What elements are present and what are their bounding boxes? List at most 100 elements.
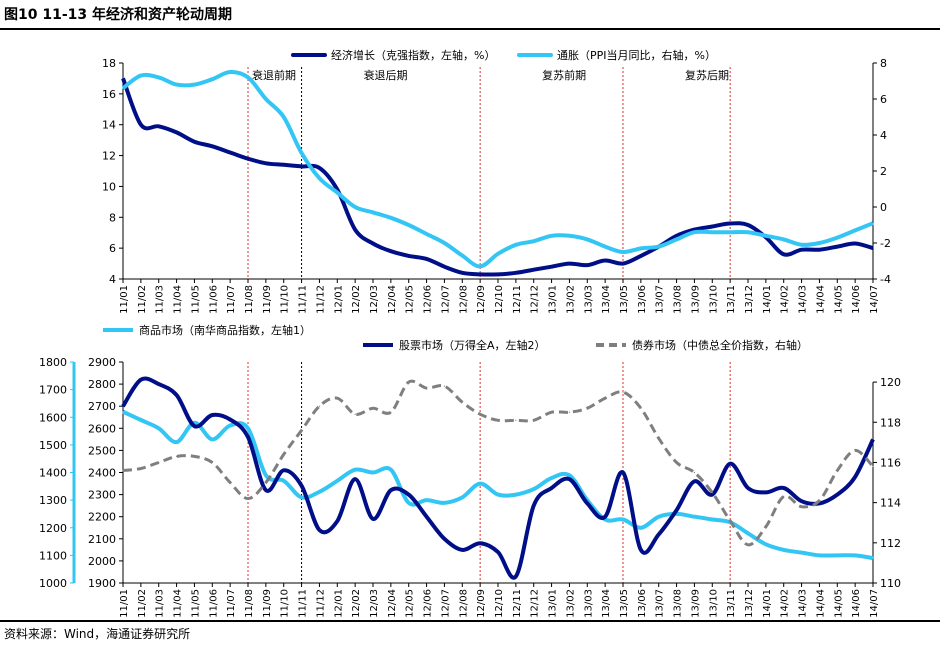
data-point [675, 235, 678, 237]
data-point [247, 427, 249, 429]
data-point [747, 544, 749, 546]
data-point [211, 414, 213, 416]
data-point [586, 264, 588, 266]
data-point [336, 480, 338, 482]
data-point [372, 242, 374, 245]
data-point [300, 496, 303, 498]
data-point [283, 469, 285, 471]
x-tick-label: 11/09 [262, 285, 273, 314]
data-point [122, 469, 124, 472]
data-point [408, 255, 410, 257]
data-point [193, 84, 196, 86]
data-point [158, 461, 160, 464]
right-axis-tick-label: 2 [880, 165, 887, 178]
legend: 商品市场（南华商品指数，左轴1） 股票市场（万得全A，左轴2） 债券市场（中债总全价… [103, 323, 808, 352]
data-point [658, 246, 660, 248]
data-point [497, 419, 499, 421]
data-point [247, 158, 249, 160]
x-tick-label: 13/12 [744, 589, 755, 618]
data-point [550, 411, 553, 413]
x-tick-label: 11/02 [137, 285, 148, 314]
data-point [640, 247, 642, 249]
data-point [854, 229, 856, 231]
x-tick-label: 12/09 [476, 285, 487, 314]
x-tick-label: 14/04 [815, 285, 826, 314]
data-point [229, 71, 231, 73]
x-tick-label: 13/03 [583, 285, 594, 314]
data-point [515, 575, 517, 577]
data-point [425, 233, 428, 235]
right-axis-tick-label: 4 [880, 129, 887, 142]
legend-label: 经济增长（克强指数，左轴，%） [331, 48, 495, 62]
x-tick-label: 11/11 [298, 285, 309, 314]
data-point [122, 405, 124, 407]
data-point [675, 509, 678, 511]
data-point [247, 436, 249, 438]
data-point [783, 487, 785, 489]
left-axis-tick-label: 4 [109, 273, 116, 286]
data-point [372, 211, 374, 213]
x-tick-label: 12/01 [333, 589, 344, 618]
data-point [122, 87, 124, 89]
data-point [265, 489, 267, 491]
data-point [229, 151, 231, 154]
data-point [872, 557, 874, 559]
x-tick-label: 13/11 [726, 285, 737, 314]
x-tick-label: 11/12 [315, 285, 326, 314]
data-point [193, 425, 196, 427]
data-point [158, 383, 160, 385]
series-line-inflation [121, 69, 874, 269]
data-point [175, 84, 178, 86]
data-point [515, 244, 517, 246]
data-point [515, 419, 517, 421]
commodity-axis-tick-label: 1300 [39, 494, 67, 507]
data-point [729, 231, 731, 233]
x-tick-label: 11/01 [119, 285, 130, 314]
data-point [372, 518, 374, 520]
data-point [443, 502, 446, 504]
data-point [872, 222, 874, 224]
data-point [425, 499, 428, 501]
data-point [318, 405, 321, 407]
data-point [175, 131, 178, 134]
data-point [711, 231, 713, 233]
data-point [247, 76, 249, 78]
data-point [818, 502, 821, 505]
data-point [479, 542, 481, 544]
x-tick-label: 14/04 [815, 589, 826, 618]
x-tick-label: 11/01 [119, 589, 130, 618]
data-point [568, 411, 571, 413]
data-point [854, 242, 856, 245]
data-point [336, 397, 338, 399]
data-point [640, 255, 642, 257]
x-tick-label: 11/05 [190, 589, 201, 618]
data-point [568, 262, 571, 265]
data-point [140, 467, 142, 470]
x-tick-label: 11/04 [173, 589, 184, 618]
x-tick-label: 12/06 [423, 589, 434, 618]
commodity-axis-tick-label: 1600 [39, 411, 67, 424]
data-point [390, 469, 392, 471]
data-point [872, 465, 874, 468]
x-tick-label: 12/05 [405, 589, 416, 618]
data-point [336, 192, 338, 194]
data-point [461, 401, 463, 403]
x-tick-label: 11/10 [280, 589, 291, 618]
x-tick-label: 11/08 [244, 285, 255, 314]
data-point [283, 453, 285, 456]
data-point [586, 502, 588, 505]
x-tick-label: 12/08 [458, 285, 469, 314]
x-tick-label: 14/01 [762, 285, 773, 314]
x-tick-label: 13/11 [726, 589, 737, 618]
data-point [390, 250, 392, 252]
data-point [533, 269, 535, 271]
left-axis-tick-label: 6 [109, 242, 116, 255]
data-point [693, 229, 696, 231]
data-point [836, 237, 838, 239]
data-point [158, 76, 160, 78]
right-axis-tick-label: 8 [880, 57, 887, 70]
data-point [497, 253, 499, 255]
data-point [604, 246, 606, 248]
asset-market-panel: 1000 1100 1200 1300 1400 1500 1600 1700 1800 1900… [39, 323, 901, 618]
data-point [372, 471, 374, 474]
